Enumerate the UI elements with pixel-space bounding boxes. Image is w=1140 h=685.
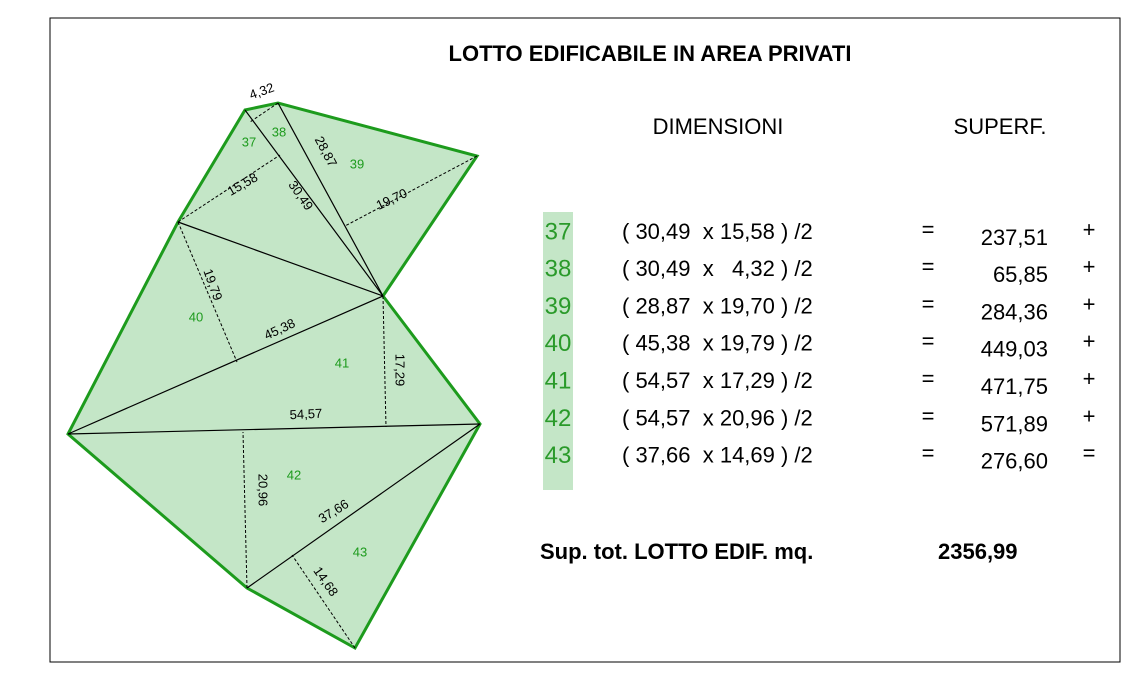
- triangle-label: 40: [189, 309, 203, 324]
- bases: [67, 102, 481, 589]
- lot-outline: [66, 101, 482, 651]
- id-column-bg: [543, 212, 573, 490]
- row-area: 284,36: [981, 299, 1048, 324]
- row-area: 471,75: [981, 374, 1048, 399]
- triangle-label: 41: [335, 355, 349, 370]
- row-op: =: [1083, 441, 1096, 466]
- row-eq: =: [922, 254, 935, 279]
- row-area: 237,51: [981, 225, 1048, 250]
- row-id: 41: [545, 368, 572, 395]
- triangle-label: 38: [272, 124, 286, 139]
- row-op: +: [1083, 291, 1096, 316]
- lot-diagram: [66, 101, 482, 651]
- row-op: +: [1083, 403, 1096, 428]
- heights: [177, 102, 478, 649]
- row-op: +: [1083, 366, 1096, 391]
- row-dims: ( 37,66 x 14,69 ) /2: [622, 443, 813, 468]
- row-id: 40: [545, 330, 572, 357]
- triangle-label: 43: [353, 544, 367, 559]
- title: LOTTO EDIFICABILE IN AREA PRIVATI: [449, 41, 852, 66]
- header-area: SUPERF.: [954, 114, 1047, 139]
- row-dims: ( 54,57 x 20,96 ) /2: [622, 405, 813, 430]
- row-area: 449,03: [981, 337, 1048, 362]
- measure-label: 20,96: [256, 474, 271, 507]
- total-value: 2356,99: [938, 539, 1018, 564]
- row-area: 65,85: [993, 262, 1048, 287]
- row-id: 37: [545, 218, 572, 245]
- triangle-label: 42: [287, 467, 301, 482]
- measure-label: 54,57: [289, 406, 322, 423]
- row-op: +: [1083, 254, 1096, 279]
- row-dims: ( 28,87 x 19,70 ) /2: [622, 293, 813, 318]
- row-eq: =: [922, 291, 935, 316]
- row-dims: ( 45,38 x 19,79 ) /2: [622, 331, 813, 356]
- header-dimensions: DIMENSIONI: [653, 114, 784, 139]
- row-eq: =: [922, 441, 935, 466]
- row-eq: =: [922, 217, 935, 242]
- row-eq: =: [922, 403, 935, 428]
- triangle-label: 37: [242, 134, 256, 149]
- row-id: 39: [545, 293, 572, 320]
- row-area: 571,89: [981, 411, 1048, 436]
- row-id: 43: [545, 442, 572, 469]
- row-dims: ( 30,49 x 15,58 ) /2: [622, 219, 813, 244]
- row-op: +: [1083, 329, 1096, 354]
- row-eq: =: [922, 366, 935, 391]
- row-area: 276,60: [981, 449, 1048, 474]
- row-id: 42: [545, 405, 572, 432]
- row-dims: ( 54,57 x 17,29 ) /2: [622, 368, 813, 393]
- measure-label: 17,29: [393, 354, 408, 387]
- row-op: +: [1083, 217, 1096, 242]
- row-eq: =: [922, 329, 935, 354]
- triangle-label: 39: [350, 156, 364, 171]
- row-id: 38: [545, 256, 572, 283]
- total-label: Sup. tot. LOTTO EDIF. mq.: [540, 539, 813, 564]
- row-dims: ( 30,49 x 4,32 ) /2: [622, 256, 813, 281]
